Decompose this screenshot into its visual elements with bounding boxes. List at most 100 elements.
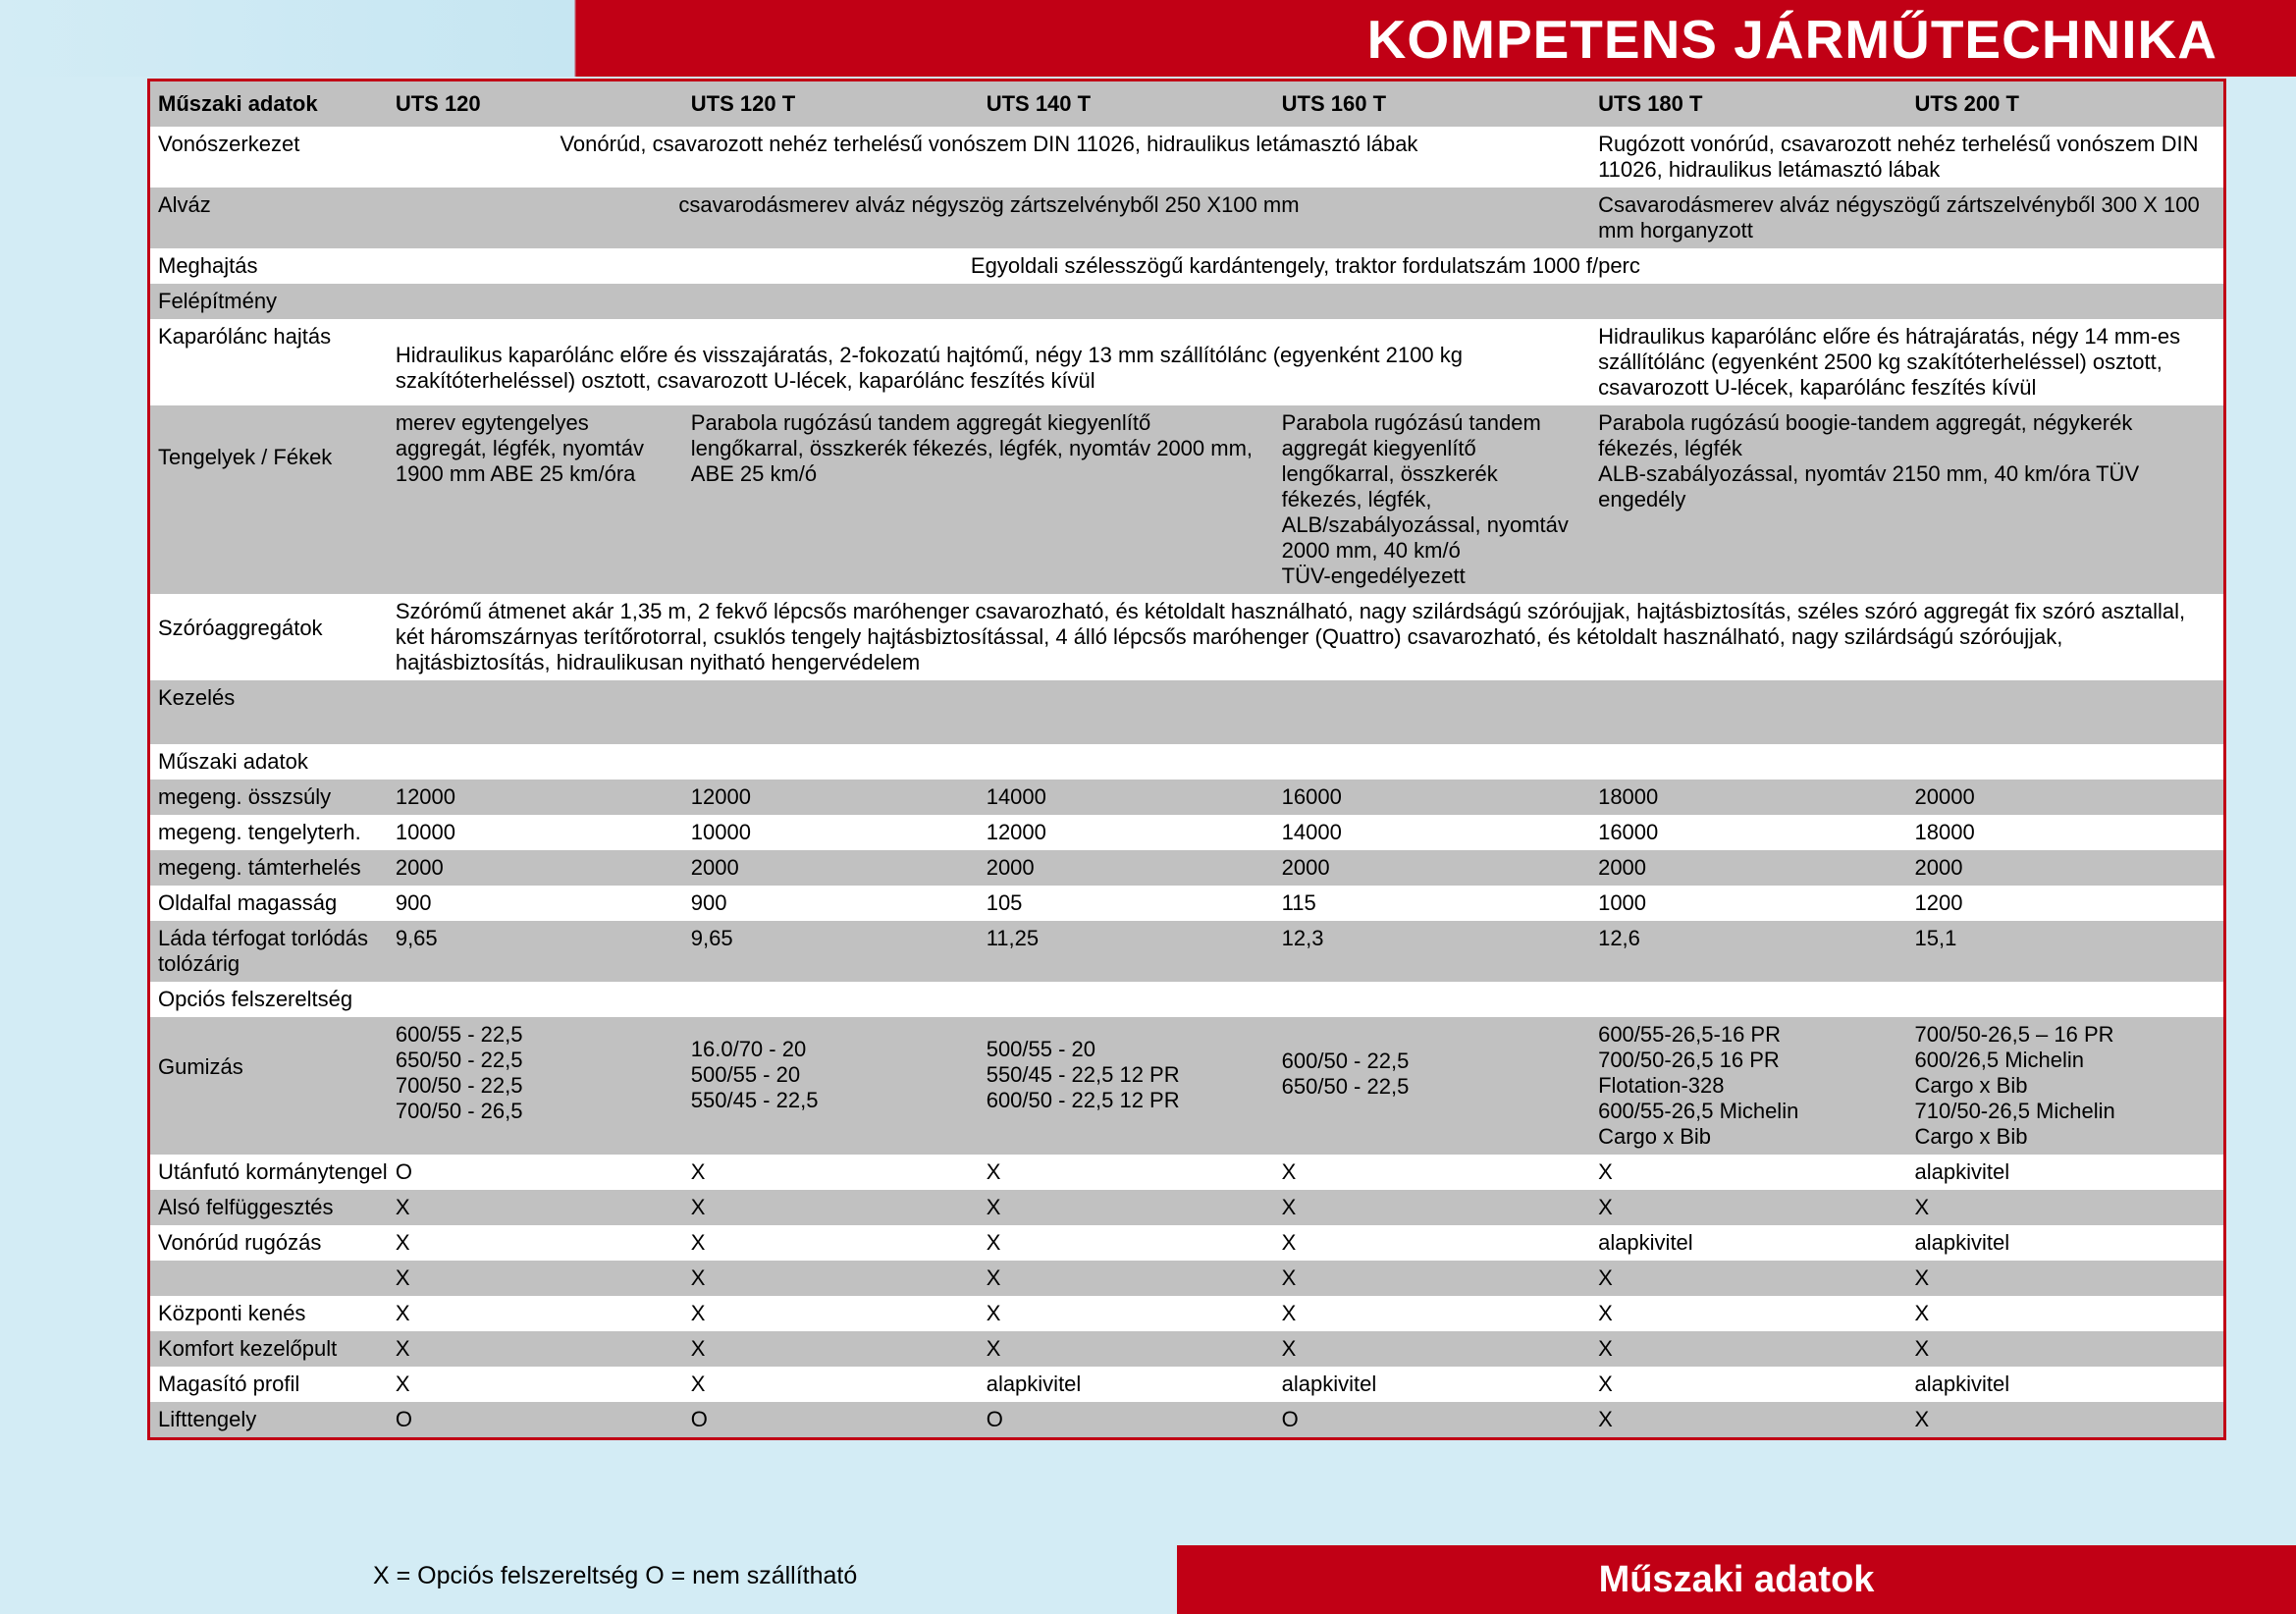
row-alvaz: Alváz csavarodásmerev alváz négyszög zár… (150, 188, 2223, 248)
cell: csavarodásmerev alváz négyszög zártszelv… (388, 188, 1590, 248)
cell: X (1590, 1190, 1906, 1225)
row-meghajtas: Meghajtás Egyoldali szélesszögű kardánte… (150, 248, 2223, 284)
cell: alapkivitel (1274, 1367, 1590, 1402)
cell: X (683, 1261, 979, 1296)
row-label: Komfort kezelőpult (150, 1331, 388, 1367)
cell: 600/50 - 22,5 650/50 - 22,5 (1274, 1017, 1590, 1155)
row-magasito: Magasító profil X X alapkivitel alapkivi… (150, 1367, 2223, 1402)
cell: 18000 (1590, 780, 1906, 815)
cell: 1200 (1907, 886, 2223, 921)
row-label: Láda térfogat torlódás tolózárig (150, 921, 388, 982)
cell: X (1274, 1190, 1590, 1225)
row-label: Meghajtás (150, 248, 388, 284)
cell: X (1907, 1296, 2223, 1331)
row-label: Utánfutó kormánytengely (150, 1155, 388, 1190)
table-header-row: Műszaki adatok UTS 120 UTS 120 T UTS 140… (150, 81, 2223, 127)
row-kozpont: Központi kenés X X X X X X (150, 1296, 2223, 1331)
footer-tab: Műszaki adatok (1177, 1545, 2296, 1614)
cell: X (1907, 1190, 2223, 1225)
col-header-uts120t: UTS 120 T (683, 81, 979, 127)
row-ladaterf: Láda térfogat torlódás tolózárig 9,65 9,… (150, 921, 2223, 982)
cell: 16000 (1274, 780, 1590, 815)
row-label: Oldalfal magasság (150, 886, 388, 921)
cell: X (683, 1331, 979, 1367)
row-label: Magasító profil (150, 1367, 388, 1402)
cell: alapkivitel (1907, 1155, 2223, 1190)
cell: 12000 (683, 780, 979, 815)
cell: X (388, 1331, 683, 1367)
row-oldalfal: Oldalfal magasság 900 900 105 115 1000 1… (150, 886, 2223, 921)
row-lift: Lifttengely O O O O X X (150, 1402, 2223, 1437)
header-band: KOMPETENS JÁRMŰTECHNIKA (0, 0, 2296, 77)
cell: X (1907, 1331, 2223, 1367)
col-header-uts140t: UTS 140 T (979, 81, 1274, 127)
cell: 9,65 (683, 921, 979, 982)
cell: 16.0/70 - 20 500/55 - 20 550/45 - 22,5 (683, 1017, 979, 1155)
row-kezeles: Kezelés (150, 680, 2223, 744)
cell: X (1274, 1225, 1590, 1261)
cell: Parabola rugózású tandem aggregát kiegye… (1274, 405, 1590, 594)
col-header-uts180t: UTS 180 T (1590, 81, 1906, 127)
cell: X (683, 1367, 979, 1402)
cell: 14000 (1274, 815, 1590, 850)
row-blank: X X X X X X (150, 1261, 2223, 1296)
cell: 20000 (1907, 780, 2223, 815)
cell: 600/55 - 22,5 650/50 - 22,5 700/50 - 22,… (388, 1017, 683, 1155)
cell: X (388, 1367, 683, 1402)
cell: X (683, 1296, 979, 1331)
row-label: Gumizás (150, 1017, 388, 1155)
cell: 11,25 (979, 921, 1274, 982)
row-szoro: Szóróaggregátok Szórómű átmenet akár 1,3… (150, 594, 2223, 680)
cell: Egyoldali szélesszögű kardántengely, tra… (388, 248, 2223, 284)
row-label: megeng. összsúly (150, 780, 388, 815)
row-vonorud: Vonórúd rugózás X X X X alapkivitel alap… (150, 1225, 2223, 1261)
row-label: megeng. támterhelés (150, 850, 388, 886)
row-label: Opciós felszereltség (150, 982, 388, 1017)
row-tamterh: megeng. támterhelés 2000 2000 2000 2000 … (150, 850, 2223, 886)
row-felepitmeny: Felépítmény (150, 284, 2223, 319)
cell: 2000 (1907, 850, 2223, 886)
cell: X (1274, 1155, 1590, 1190)
row-muszaki2: Műszaki adatok (150, 744, 2223, 780)
page: KOMPETENS JÁRMŰTECHNIKA Műszaki adatok U… (0, 0, 2296, 1614)
col-header-uts160t: UTS 160 T (1274, 81, 1590, 127)
cell: X (1590, 1261, 1906, 1296)
row-label: Szóróaggregátok (150, 594, 388, 680)
cell: 14000 (979, 780, 1274, 815)
cell: 700/50-26,5 – 16 PR 600/26,5 Michelin Ca… (1907, 1017, 2223, 1155)
row-label: Kaparólánc hajtás (150, 319, 388, 405)
cell: 12000 (979, 815, 1274, 850)
cell: 10000 (683, 815, 979, 850)
row-label: Alváz (150, 188, 388, 248)
cell: 105 (979, 886, 1274, 921)
cell: 2000 (683, 850, 979, 886)
row-label: Felépítmény (150, 284, 388, 319)
cell: 12,6 (1590, 921, 1906, 982)
cell: 2000 (979, 850, 1274, 886)
cell: 1000 (1590, 886, 1906, 921)
cell: X (979, 1296, 1274, 1331)
row-gumizas: Gumizás 600/55 - 22,5 650/50 - 22,5 700/… (150, 1017, 2223, 1155)
row-label: Központi kenés (150, 1296, 388, 1331)
cell: 2000 (388, 850, 683, 886)
cell: X (1590, 1367, 1906, 1402)
row-kaparolanc: Kaparólánc hajtás Hidraulikus kaparólánc… (150, 319, 2223, 405)
cell: alapkivitel (979, 1367, 1274, 1402)
cell: X (1274, 1331, 1590, 1367)
cell: Vonórúd, csavarozott nehéz terhelésű von… (388, 127, 1590, 188)
row-label: megeng. tengelyterh. (150, 815, 388, 850)
cell: X (683, 1225, 979, 1261)
cell: X (388, 1225, 683, 1261)
cell: O (979, 1402, 1274, 1437)
cell-empty (388, 680, 2223, 744)
cell: X (979, 1225, 1274, 1261)
cell: X (388, 1261, 683, 1296)
cell: X (683, 1155, 979, 1190)
cell: 900 (388, 886, 683, 921)
cell: Rugózott vonórúd, csavarozott nehéz terh… (1590, 127, 2223, 188)
cell: Parabola rugózású boogie-tandem aggregát… (1590, 405, 2223, 594)
col-header-uts200t: UTS 200 T (1907, 81, 2223, 127)
col-header-label: Műszaki adatok (150, 81, 388, 127)
cell: 12,3 (1274, 921, 1590, 982)
row-komfort: Komfort kezelőpult X X X X X X (150, 1331, 2223, 1367)
